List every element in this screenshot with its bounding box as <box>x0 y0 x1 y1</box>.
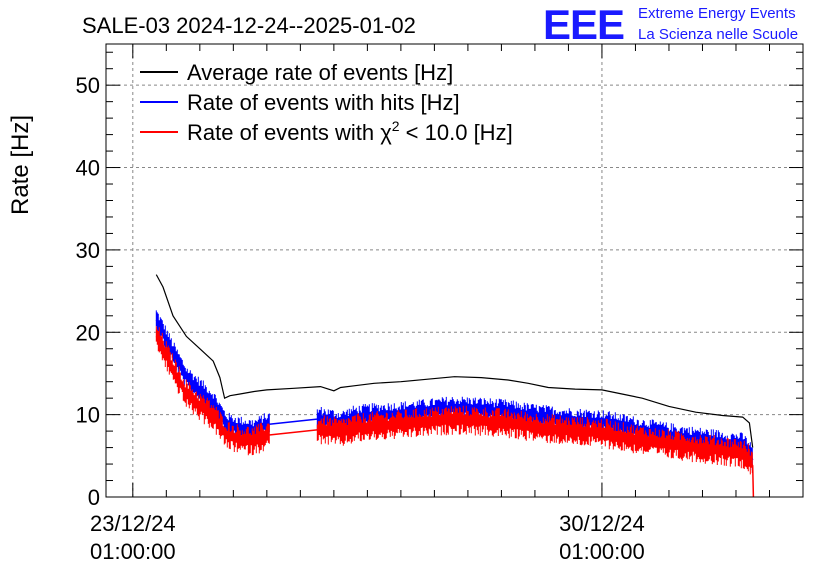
x-tick-date: 30/12/24 <box>559 511 645 536</box>
chart-title: SALE-03 2024-12-24--2025-01-02 <box>82 13 416 38</box>
y-tick-label: 20 <box>76 320 100 345</box>
y-tick-label: 50 <box>76 73 100 98</box>
y-tick-label: 30 <box>76 238 100 263</box>
series-line-average <box>155 274 754 448</box>
legend-label-average: Average rate of events [Hz] <box>187 60 453 85</box>
x-tick-time: 01:00:00 <box>90 539 176 564</box>
x-tick-time: 01:00:00 <box>559 539 645 564</box>
y-tick-label: 10 <box>76 403 100 428</box>
series-group <box>155 274 755 498</box>
plot-frame <box>105 43 804 498</box>
logo-mark: EEE <box>543 1 624 48</box>
series-band-chi2 <box>155 326 753 475</box>
series-chi2 <box>155 326 755 498</box>
y-tick-label: 0 <box>88 485 100 510</box>
y-axis-title: Rate [Hz] <box>7 115 34 215</box>
logo-line-2: La Scienza nelle Scuole <box>638 26 798 43</box>
x-tick-date: 23/12/24 <box>90 511 176 536</box>
legend-label-hits: Rate of events with hits [Hz] <box>187 90 460 115</box>
legend-label-chi2: Rate of events with χ2 < 10.0 [Hz] <box>187 118 513 145</box>
legend: Average rate of events [Hz] Rate of event… <box>140 60 513 145</box>
y-tick-label: 40 <box>76 156 100 181</box>
series-average <box>155 274 754 448</box>
logo-line-1: Extreme Energy Events <box>638 5 796 22</box>
eee-logo: EEE Extreme Energy Events La Scienza nel… <box>543 1 798 48</box>
axes: 0 10 20 30 40 50 23/12/24 01:00:00 30/12/24 01:00… <box>76 43 804 564</box>
